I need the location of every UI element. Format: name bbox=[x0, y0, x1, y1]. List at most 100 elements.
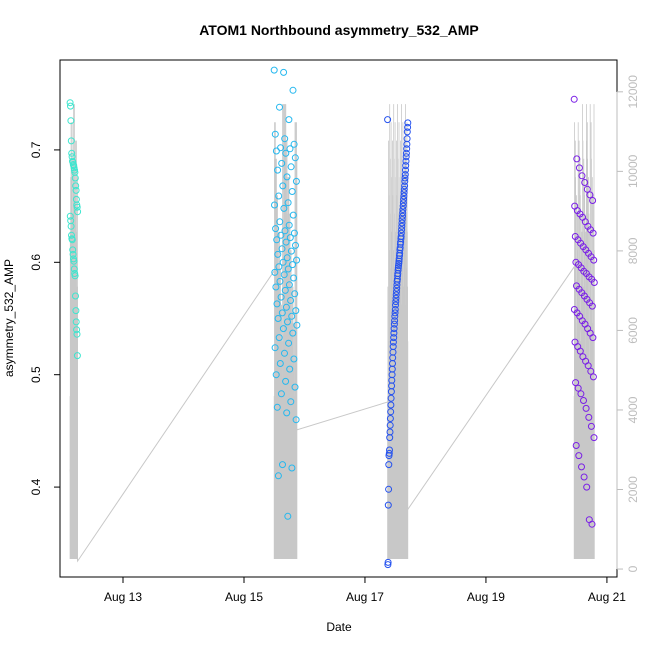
data-point bbox=[291, 383, 299, 391]
data-point bbox=[402, 157, 410, 165]
data-point bbox=[66, 99, 74, 107]
data-point bbox=[386, 434, 394, 442]
data-point bbox=[392, 298, 400, 306]
data-point bbox=[286, 234, 294, 242]
data-point bbox=[277, 231, 285, 239]
data-point bbox=[395, 262, 402, 270]
data-point bbox=[283, 173, 291, 181]
data-point bbox=[288, 464, 296, 472]
y-axis-label: asymmetry_532_AMP bbox=[2, 259, 16, 377]
data-point bbox=[275, 263, 283, 271]
data-point bbox=[402, 166, 409, 174]
data-point bbox=[271, 130, 279, 138]
secondary-y-tick-label: 4000 bbox=[626, 396, 640, 423]
data-point bbox=[73, 326, 81, 334]
data-point bbox=[572, 442, 580, 449]
data-point bbox=[400, 195, 408, 203]
data-point bbox=[273, 403, 281, 411]
data-point bbox=[280, 204, 288, 212]
y-tick-label: 0.4 bbox=[29, 478, 43, 495]
data-point bbox=[390, 329, 398, 337]
data-point bbox=[272, 225, 280, 233]
data-point bbox=[403, 145, 411, 153]
data-point bbox=[277, 144, 285, 152]
data-point bbox=[274, 250, 282, 258]
data-point bbox=[391, 312, 399, 320]
secondary-y-tick-label: 12000 bbox=[626, 75, 640, 109]
data-point bbox=[273, 300, 281, 308]
data-point bbox=[400, 192, 408, 200]
data-point bbox=[387, 401, 395, 409]
data-point bbox=[385, 485, 393, 493]
data-point bbox=[402, 162, 410, 170]
data-point bbox=[385, 452, 393, 460]
data-point bbox=[278, 245, 286, 253]
data-point bbox=[276, 103, 283, 111]
data-point bbox=[285, 281, 293, 289]
x-axis-label: Date bbox=[326, 620, 352, 634]
data-point bbox=[578, 172, 586, 180]
data-point bbox=[282, 238, 290, 246]
secondary-y-tick-label: 10000 bbox=[626, 154, 640, 188]
data-point bbox=[400, 189, 408, 197]
data-point bbox=[387, 408, 395, 416]
data-point bbox=[582, 404, 590, 412]
data-point bbox=[584, 362, 592, 370]
x-tick-label: Aug 17 bbox=[346, 590, 384, 604]
data-point bbox=[292, 416, 300, 424]
data-point bbox=[572, 379, 580, 387]
data-point bbox=[401, 174, 409, 182]
data-point bbox=[395, 255, 403, 263]
y-tick-label: 0.6 bbox=[29, 254, 43, 271]
data-point bbox=[589, 373, 597, 381]
data-point bbox=[399, 212, 406, 220]
data-point bbox=[398, 216, 406, 224]
data-point bbox=[288, 188, 296, 195]
data-point bbox=[289, 261, 296, 269]
data-point bbox=[403, 140, 411, 148]
data-point bbox=[71, 174, 79, 182]
data-point bbox=[287, 297, 295, 304]
data-point bbox=[285, 339, 293, 347]
data-point bbox=[575, 164, 583, 172]
data-point bbox=[404, 119, 412, 127]
data-point bbox=[580, 473, 588, 481]
data-point bbox=[404, 123, 412, 131]
data-point bbox=[288, 312, 296, 320]
data-point bbox=[291, 154, 299, 162]
data-point bbox=[384, 501, 392, 509]
data-point bbox=[399, 199, 407, 207]
data-point bbox=[68, 236, 76, 244]
data-point bbox=[67, 102, 74, 110]
data-point bbox=[401, 177, 409, 185]
data-point bbox=[272, 283, 280, 291]
data-point bbox=[68, 231, 75, 239]
data-point bbox=[67, 117, 75, 125]
data-point bbox=[284, 199, 292, 207]
data-point bbox=[402, 149, 410, 157]
data-point bbox=[73, 203, 81, 211]
data-point bbox=[74, 208, 82, 216]
data-point bbox=[590, 434, 598, 442]
data-point bbox=[273, 236, 281, 244]
data-point bbox=[287, 398, 295, 406]
data-point bbox=[72, 318, 80, 326]
data-point bbox=[398, 222, 406, 230]
data-point bbox=[587, 422, 595, 430]
data-point bbox=[289, 211, 297, 219]
data-point bbox=[583, 185, 591, 193]
data-point bbox=[398, 226, 406, 234]
data-point bbox=[575, 452, 583, 460]
data-point bbox=[399, 202, 407, 210]
data-point bbox=[588, 302, 596, 310]
data-point bbox=[577, 390, 585, 398]
data-point bbox=[384, 116, 392, 124]
data-point bbox=[590, 256, 598, 264]
x-tick-label: Aug 19 bbox=[467, 590, 505, 604]
data-point bbox=[276, 218, 284, 226]
data-point bbox=[586, 191, 594, 199]
data-point bbox=[274, 315, 282, 322]
data-point bbox=[72, 182, 80, 190]
data-point bbox=[287, 163, 295, 171]
